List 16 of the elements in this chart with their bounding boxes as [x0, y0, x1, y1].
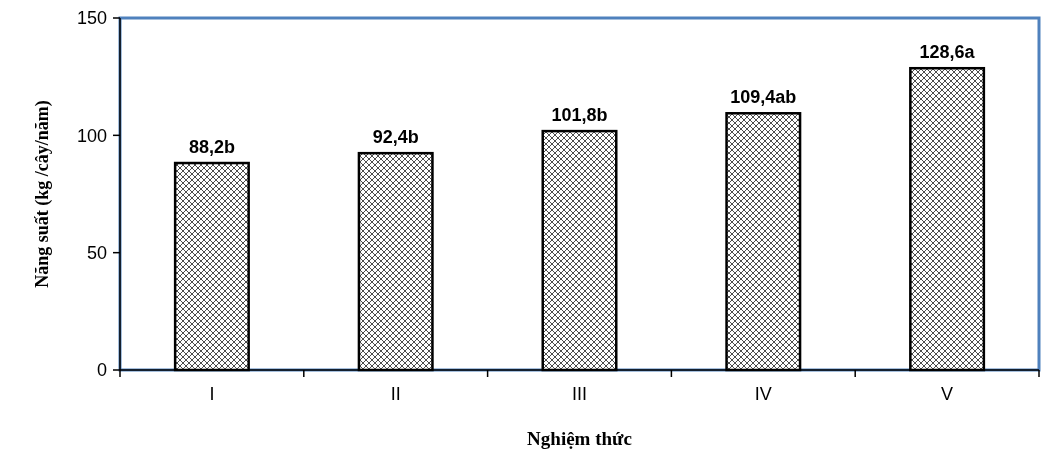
data-label: 88,2b [188, 137, 235, 158]
y-tick-label: 100 [76, 125, 107, 146]
x-tick-label: III [571, 384, 588, 404]
data-label: 101,8b [551, 105, 608, 126]
data-label: 128,6a [919, 42, 976, 63]
y-tick-label: 150 [76, 8, 107, 29]
y-tick-label: 50 [86, 242, 107, 263]
data-label: 109,4ab [730, 87, 797, 108]
x-axis-title: Nghiệm thức [527, 428, 632, 449]
y-axis-title: Năng suất (kg /cây/năm) [32, 100, 53, 288]
x-tick-label: I [209, 384, 215, 404]
y-tick-label: 0 [96, 360, 107, 381]
x-tick-label: II [390, 384, 401, 404]
x-tick-label: V [941, 384, 954, 404]
data-label: 92,4b [372, 127, 419, 148]
x-tick-label: IV [754, 384, 772, 404]
